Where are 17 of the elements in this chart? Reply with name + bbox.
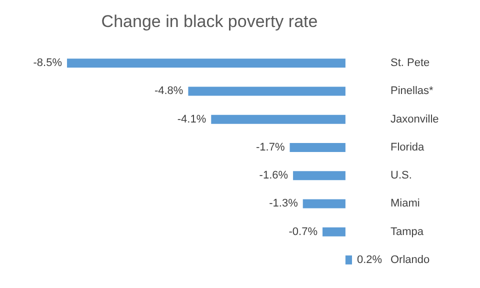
y-tick-label: St. Pete — [390, 57, 430, 70]
y-tick-label: Pinellas* — [390, 85, 434, 98]
y-tick-label: Florida — [390, 141, 426, 154]
data-label: -1.7% — [256, 141, 285, 154]
y-tick-label: Orlando — [390, 254, 430, 266]
chart-title: Change in black poverty rate — [101, 12, 318, 31]
data-label: -4.8% — [154, 85, 184, 98]
y-tick-label: Tampa — [390, 226, 424, 238]
y-tick-label: Jaxonville — [390, 113, 439, 126]
data-label: -0.7% — [288, 226, 318, 238]
data-label: -1.3% — [269, 198, 298, 210]
data-label: -4.1% — [177, 113, 206, 126]
data-label: 0.2% — [357, 254, 382, 266]
y-tick-label: Miami — [390, 198, 420, 210]
data-label: -8.5% — [33, 57, 62, 70]
data-label: -1.6% — [259, 170, 288, 182]
y-tick-label: U.S. — [390, 170, 412, 182]
